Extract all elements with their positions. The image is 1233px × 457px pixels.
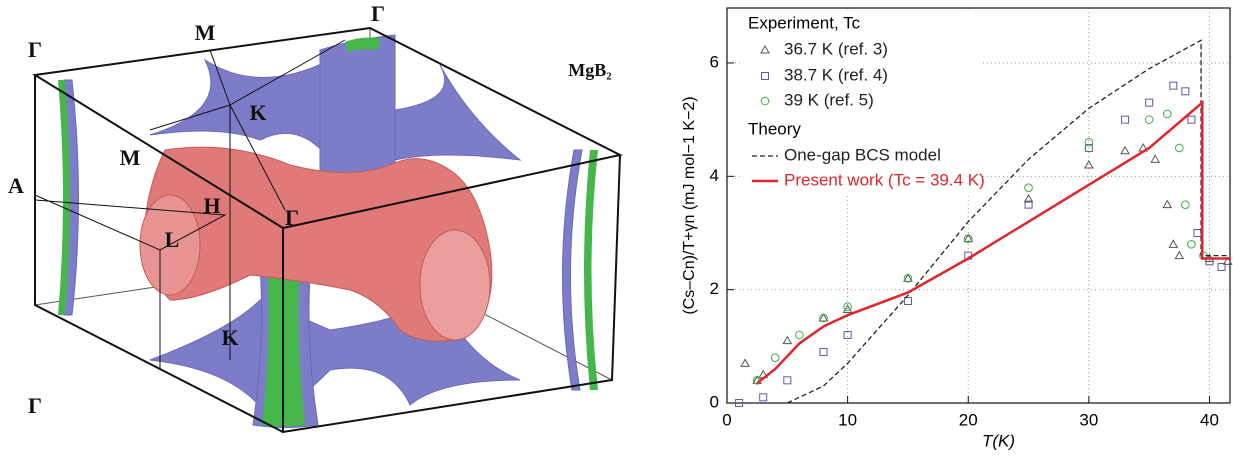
data-point — [1025, 184, 1033, 192]
data-point — [1169, 240, 1177, 247]
point-label: K — [249, 100, 266, 125]
data-point — [820, 348, 827, 355]
data-point — [1176, 144, 1184, 152]
data-point — [796, 331, 804, 339]
data-point — [1121, 147, 1129, 154]
x-tick-label: 0 — [722, 410, 731, 429]
legend-label: 39 K (ref. 5) — [784, 90, 874, 109]
page: Γ M Γ K M A H L Γ Γ K MgB₂ 0 10 20 30 40 0 2 4 6… — [0, 0, 1233, 457]
data-point — [1182, 201, 1190, 209]
x-tick-label: 40 — [1200, 410, 1219, 429]
data-point — [1163, 201, 1171, 208]
data-point — [784, 377, 791, 384]
point-label: Γ — [371, 1, 385, 26]
chart: 0 10 20 30 40 0 2 4 6 T(K) (Cs–Cn)/T+γn (mJ mol−1 … — [681, 8, 1231, 450]
y-tick-label: 4 — [710, 166, 719, 185]
figure: Γ M Γ K M A H L Γ Γ K MgB₂ 0 10 20 30 40 0 2 4 6… — [0, 0, 1233, 457]
data-point — [1170, 82, 1177, 89]
data-point — [1122, 116, 1129, 123]
point-label: Γ — [28, 393, 42, 418]
data-point — [741, 359, 749, 366]
data-point — [844, 303, 852, 311]
x-tick-label: 10 — [838, 410, 857, 429]
data-point — [1175, 252, 1183, 259]
x-axis-label: T(K) — [982, 431, 1015, 450]
data-point — [1188, 241, 1196, 249]
legend-label: One-gap BCS model — [784, 145, 941, 164]
data-point — [904, 297, 911, 304]
y-axis-label: (Cs–Cn)/T+γn (mJ mol−1 K−2) — [681, 96, 698, 314]
data-point — [1163, 110, 1171, 118]
point-label: L — [165, 227, 180, 252]
point-label: H — [203, 193, 220, 218]
legend-title: Experiment, Tc — [748, 13, 861, 32]
data-point — [1194, 229, 1201, 236]
legend-subtitle: Theory — [748, 119, 801, 138]
legend-label: 36.7 K (ref. 3) — [784, 39, 888, 58]
y-tick-label: 0 — [710, 392, 719, 411]
point-label: Γ — [28, 37, 42, 62]
data-point — [1151, 155, 1159, 162]
legend-label: 38.7 K (ref. 4) — [784, 65, 888, 84]
point-label: Γ — [285, 205, 299, 230]
data-point — [771, 354, 779, 362]
red-tube — [140, 147, 492, 341]
diagram-title: MgB₂ — [568, 60, 611, 80]
data-point — [1188, 116, 1195, 123]
x-tick-label: 20 — [959, 410, 978, 429]
y-tick-label: 2 — [710, 279, 719, 298]
data-point — [1145, 116, 1153, 124]
data-point — [1146, 99, 1153, 106]
data-point — [783, 337, 791, 344]
data-point — [1182, 88, 1189, 95]
data-point — [760, 394, 767, 401]
x-tick-label: 30 — [1079, 410, 1098, 429]
point-label: K — [221, 325, 238, 350]
point-label: M — [195, 20, 216, 45]
y-tick-label: 6 — [710, 52, 719, 71]
point-label: M — [120, 145, 141, 170]
legend-label: Present work (Tc = 39.4 K) — [784, 170, 985, 189]
point-label: A — [8, 173, 24, 198]
fermi-surface-diagram: Γ M Γ K M A H L Γ Γ K MgB₂ — [8, 1, 620, 432]
